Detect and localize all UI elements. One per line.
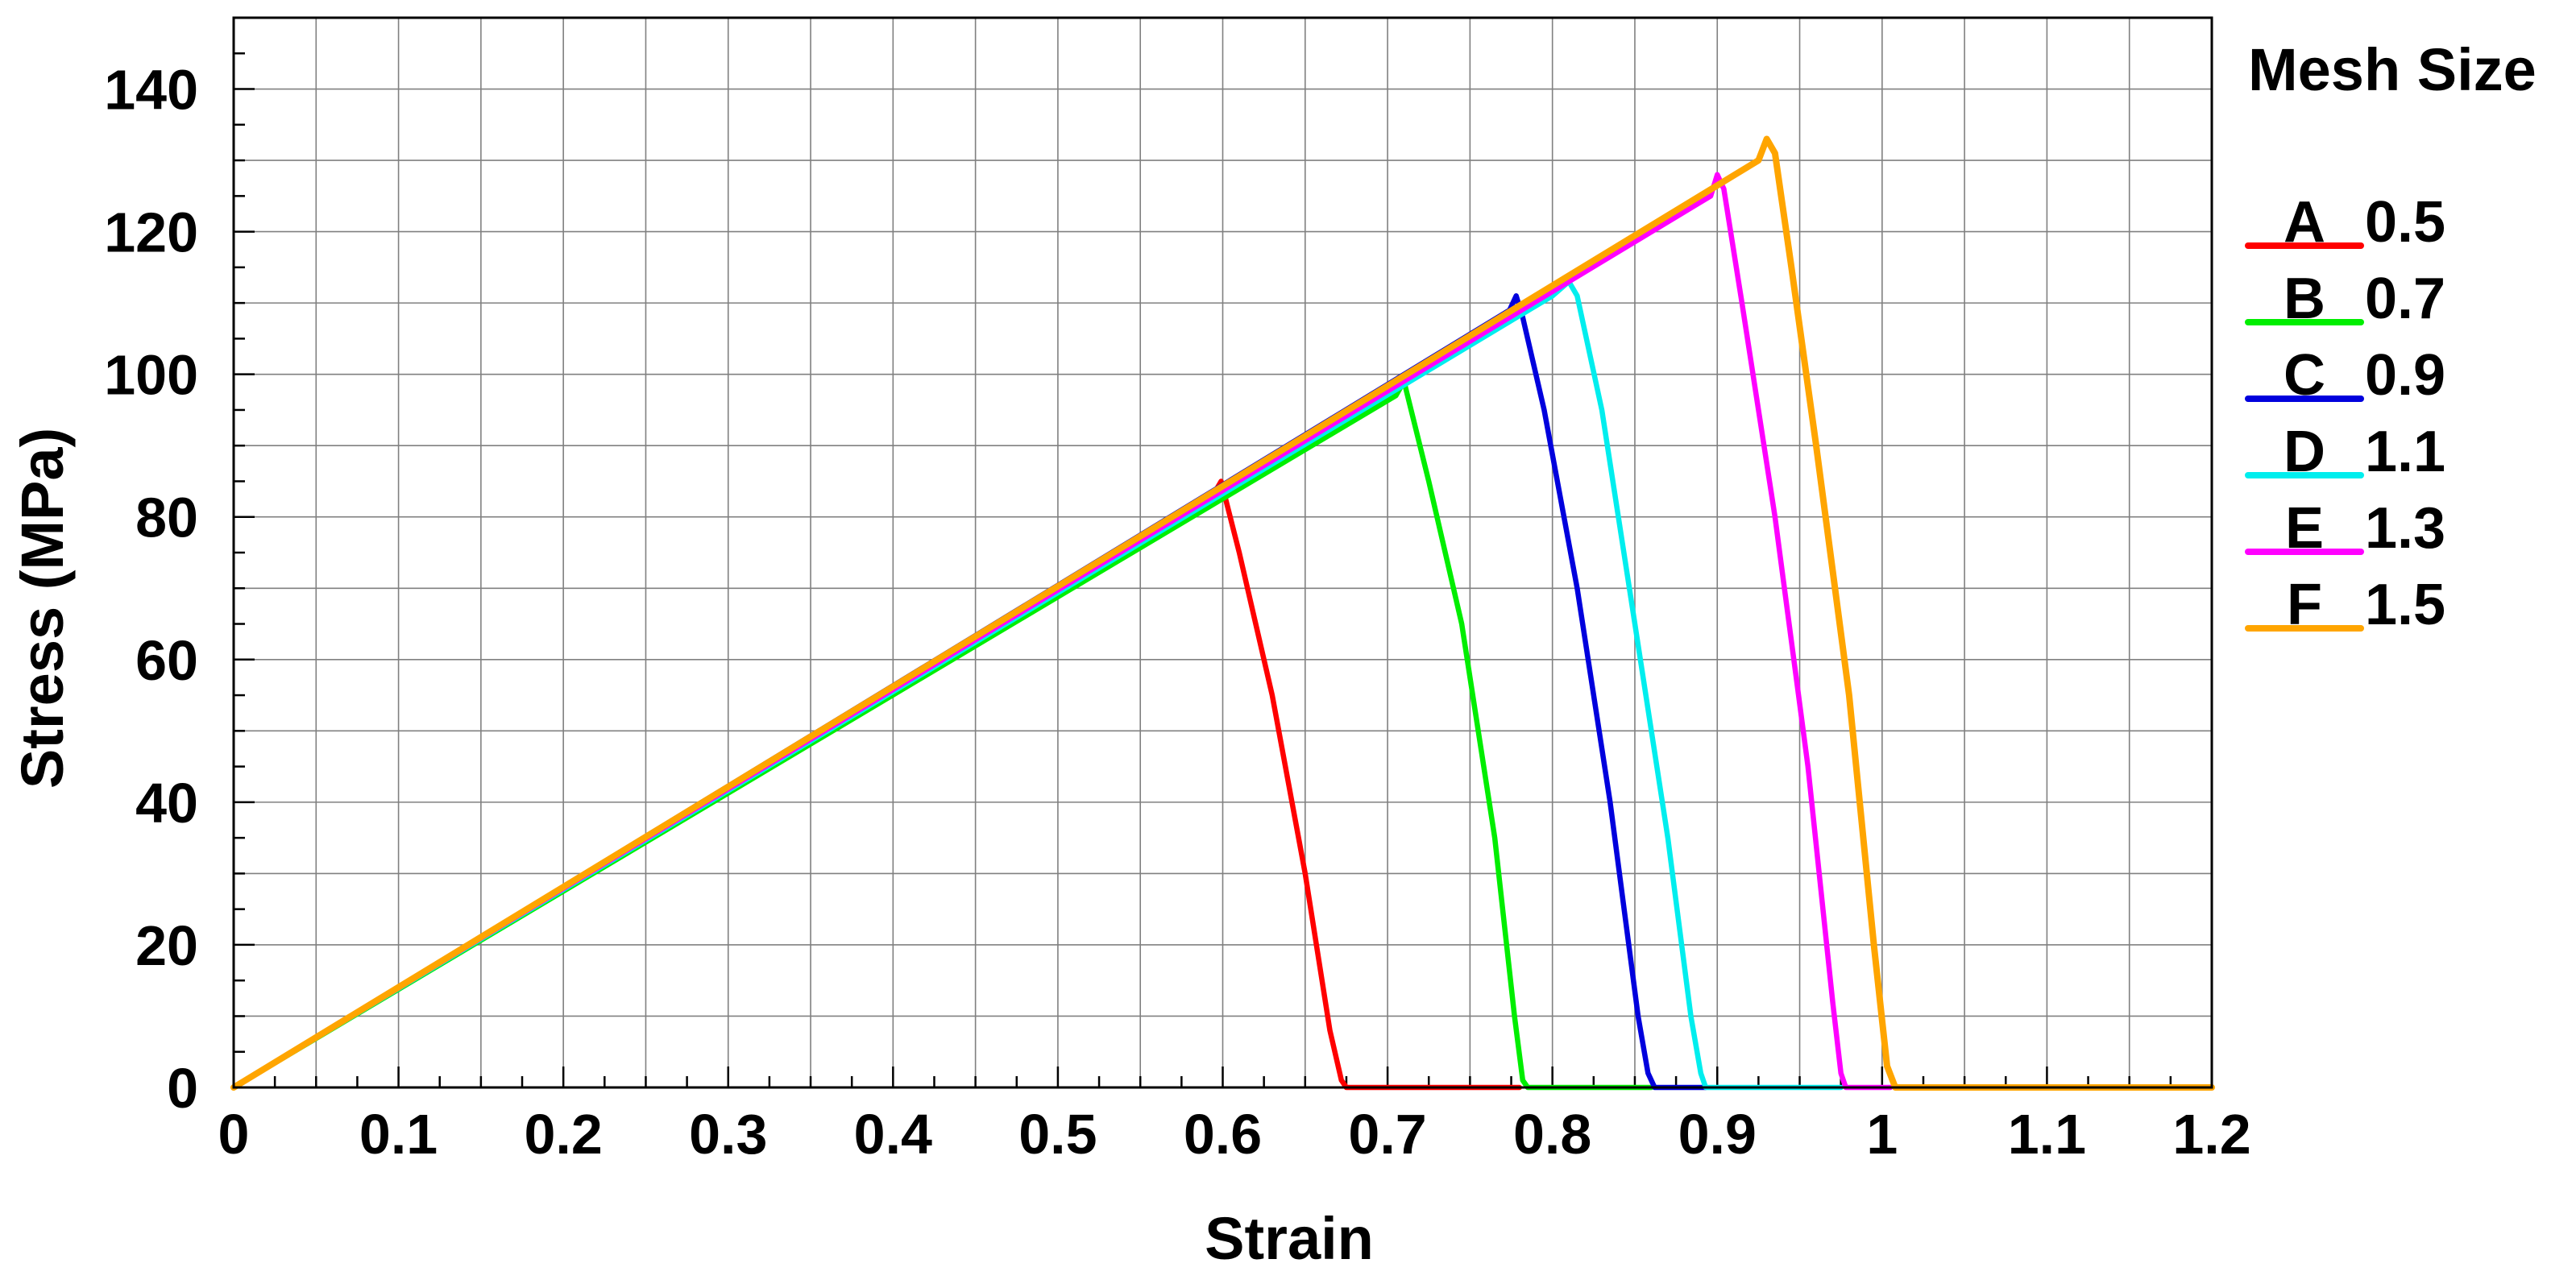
legend-letter: E bbox=[2285, 496, 2324, 561]
y-tick-label: 80 bbox=[135, 487, 198, 549]
legend-value: 0.5 bbox=[2365, 190, 2445, 255]
legend-letter: B bbox=[2284, 267, 2325, 331]
series-line-c bbox=[230, 293, 1709, 1091]
legend-item: E 1.3 bbox=[2245, 496, 2445, 561]
plot-frame bbox=[232, 16, 2213, 1089]
legend-value: 0.9 bbox=[2365, 343, 2445, 408]
y-tick-labels: 0 20 40 60 80 100 120 140 bbox=[104, 59, 198, 1120]
x-tick-label: 1.1 bbox=[2008, 1103, 2086, 1166]
y-axis-label: Stress (MPa) bbox=[9, 428, 76, 789]
y-tick-label: 120 bbox=[104, 201, 198, 264]
x-tick-label: 0.1 bbox=[359, 1103, 438, 1166]
x-tick-label: 0.2 bbox=[525, 1103, 603, 1166]
legend-item: F 1.5 bbox=[2245, 573, 2445, 637]
x-tick-label: 0 bbox=[218, 1103, 250, 1166]
legend-value: 1.1 bbox=[2365, 420, 2445, 484]
y-tick-label: 100 bbox=[104, 344, 198, 407]
x-tick-label: 0.6 bbox=[1184, 1103, 1262, 1166]
x-tick-label: 0.9 bbox=[1678, 1103, 1757, 1166]
x-axis-label: Strain bbox=[1205, 1205, 1374, 1272]
y-tick-label: 0 bbox=[167, 1057, 198, 1120]
x-tick-label: 0.5 bbox=[1018, 1103, 1097, 1166]
legend-value: 0.7 bbox=[2365, 267, 2445, 331]
legend-letter: F bbox=[2287, 573, 2322, 637]
y-tick-label: 140 bbox=[104, 59, 198, 122]
series-lines bbox=[230, 135, 2215, 1091]
legend-letter: C bbox=[2284, 343, 2325, 408]
y-tick-label: 20 bbox=[135, 914, 198, 977]
x-tick-label: 0.3 bbox=[689, 1103, 767, 1166]
x-tick-label: 1 bbox=[1866, 1103, 1898, 1166]
x-tick-label: 0.8 bbox=[1513, 1103, 1591, 1166]
x-tick-label: 0.7 bbox=[1348, 1103, 1426, 1166]
series-line-f bbox=[230, 135, 2215, 1091]
y-tick-label: 60 bbox=[135, 629, 198, 692]
legend-item: D 1.1 bbox=[2245, 420, 2445, 484]
legend-letter: D bbox=[2284, 420, 2325, 484]
legend-item: C 0.9 bbox=[2245, 343, 2445, 408]
x-tick-labels: 0 0.1 0.2 0.3 0.4 0.5 0.6 0.7 0.8 0.9 1 1.1 1.2 bbox=[218, 1103, 2251, 1166]
legend-title: Mesh Size bbox=[2248, 36, 2537, 103]
legend-value: 1.5 bbox=[2365, 573, 2445, 637]
x-tick-label: 1.2 bbox=[2172, 1103, 2250, 1166]
series-line-e bbox=[230, 172, 1894, 1091]
legend-letter: A bbox=[2284, 190, 2325, 255]
legend-value: 1.3 bbox=[2365, 496, 2445, 561]
legend: A 0.5 B 0.7 C 0.9 D 1.1 E 1.3 F 1.5 bbox=[2245, 190, 2445, 637]
y-tick-label: 40 bbox=[135, 772, 198, 835]
legend-item: B 0.7 bbox=[2245, 267, 2445, 331]
x-tick-label: 0.4 bbox=[854, 1103, 932, 1166]
legend-item: A 0.5 bbox=[2245, 190, 2445, 255]
